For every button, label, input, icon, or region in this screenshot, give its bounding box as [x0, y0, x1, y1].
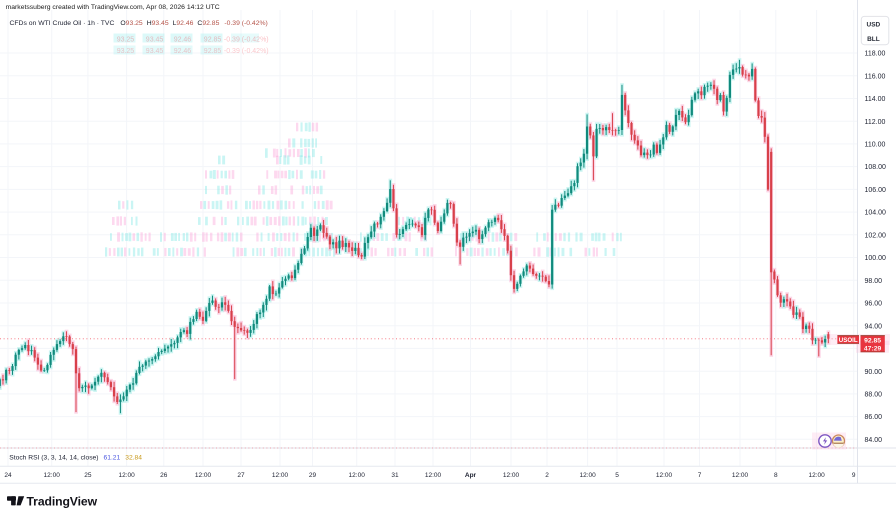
svg-text:12:00: 12:00 — [118, 472, 135, 479]
svg-text:108.00: 108.00 — [865, 164, 887, 171]
svg-text:47:29: 47:29 — [864, 346, 882, 353]
svg-text:104.00: 104.00 — [865, 210, 887, 217]
svg-text:Apr: Apr — [465, 472, 477, 479]
svg-text:92.85: 92.85 — [204, 48, 222, 55]
svg-text:116.00: 116.00 — [865, 73, 886, 80]
svg-text:24: 24 — [4, 472, 12, 479]
svg-text:112.00: 112.00 — [865, 119, 886, 126]
svg-text:98.00: 98.00 — [865, 278, 883, 285]
svg-text:CFDs on WTI Crude Oil · 1h · T: CFDs on WTI Crude Oil · 1h · TVC O93.25 H9… — [10, 20, 268, 27]
svg-text:2: 2 — [545, 472, 549, 479]
svg-text:TradingView: TradingView — [27, 495, 98, 509]
svg-text:9: 9 — [852, 472, 856, 479]
svg-text:12:00: 12:00 — [349, 472, 366, 479]
svg-text:102.00: 102.00 — [865, 232, 887, 239]
svg-text:USD: USD — [867, 22, 881, 29]
svg-text:92.46: 92.46 — [174, 37, 192, 44]
svg-text:94.00: 94.00 — [865, 323, 883, 330]
svg-text:12:00: 12:00 — [808, 472, 825, 479]
svg-text:114.00: 114.00 — [865, 96, 886, 103]
svg-text:12:00: 12:00 — [579, 472, 596, 479]
svg-text:5: 5 — [615, 472, 619, 479]
svg-text:7: 7 — [698, 472, 702, 479]
svg-text:90.00: 90.00 — [865, 369, 883, 376]
svg-text:93.25: 93.25 — [117, 48, 135, 55]
svg-text:106.00: 106.00 — [865, 187, 887, 194]
svg-text:12:00: 12:00 — [44, 472, 61, 479]
svg-text:92.85: 92.85 — [864, 337, 881, 344]
svg-text:88.00: 88.00 — [865, 392, 883, 399]
svg-text:12:00: 12:00 — [732, 472, 749, 479]
svg-text:USOIL: USOIL — [839, 337, 858, 344]
svg-text:12:00: 12:00 — [503, 472, 520, 479]
svg-text:8: 8 — [774, 472, 778, 479]
svg-text:31: 31 — [391, 472, 399, 479]
svg-text:-0.39 (-0.42%): -0.39 (-0.42%) — [224, 37, 269, 44]
svg-text:27: 27 — [237, 472, 245, 479]
svg-text:12:00: 12:00 — [425, 472, 442, 479]
svg-text:84.00: 84.00 — [865, 437, 883, 444]
svg-text:110.00: 110.00 — [865, 142, 886, 149]
svg-text:86.00: 86.00 — [865, 414, 883, 421]
svg-text:-0.39 (-0.42%): -0.39 (-0.42%) — [224, 48, 269, 55]
svg-text:29: 29 — [309, 472, 317, 479]
svg-text:92.46: 92.46 — [174, 48, 192, 55]
svg-text:96.00: 96.00 — [865, 301, 883, 308]
svg-text:BLL: BLL — [867, 36, 880, 43]
svg-text:marketssuberg created with Tra: marketssuberg created with TradingView.c… — [6, 4, 220, 11]
svg-text:100.00: 100.00 — [865, 255, 887, 262]
svg-text:93.45: 93.45 — [146, 37, 164, 44]
svg-text:25: 25 — [84, 472, 92, 479]
svg-text:92.85: 92.85 — [204, 37, 222, 44]
svg-text:12:00: 12:00 — [272, 472, 289, 479]
svg-text:93.45: 93.45 — [146, 48, 164, 55]
svg-text:26: 26 — [160, 472, 168, 479]
svg-text:Stoch RSI (3, 3, 14, 14, close: Stoch RSI (3, 3, 14, 14, close) 61.21 32.8… — [9, 455, 142, 462]
svg-text:93.25: 93.25 — [117, 37, 135, 44]
svg-text:118.00: 118.00 — [865, 51, 886, 58]
svg-text:12:00: 12:00 — [195, 472, 212, 479]
svg-text:12:00: 12:00 — [656, 472, 673, 479]
